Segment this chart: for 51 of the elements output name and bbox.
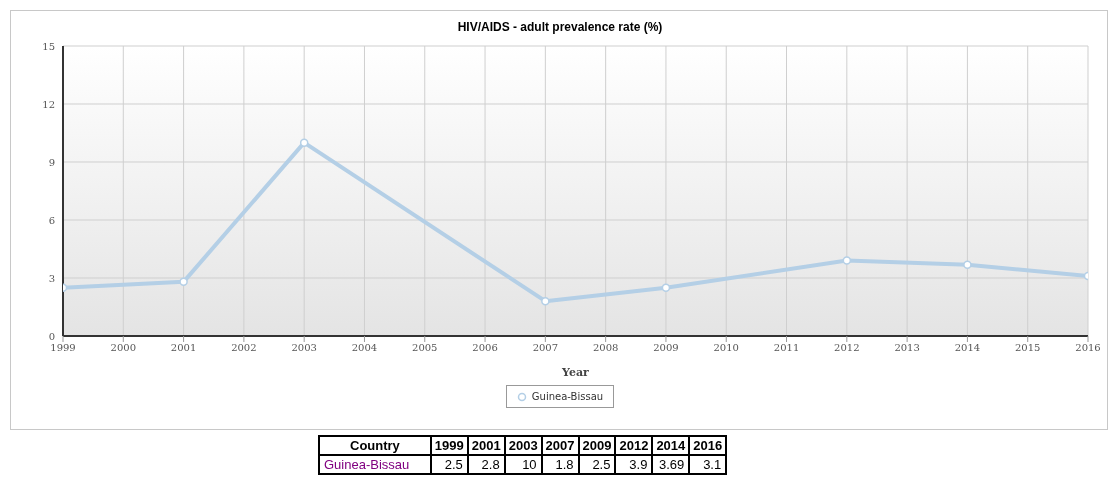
x-tick-label: 2004 <box>351 342 378 354</box>
x-tick-label: 2008 <box>592 342 619 354</box>
x-tick-label: 2000 <box>110 342 137 354</box>
text: 10 <box>504 455 542 474</box>
point <box>842 256 852 265</box>
x-tick-label: 1999 <box>50 342 76 354</box>
x-tick-label: 2015 <box>1014 342 1041 354</box>
y-tick-label: 3 <box>48 272 55 284</box>
text: 2014 <box>652 436 690 455</box>
y-tick-label: 9 <box>48 156 55 168</box>
x-tick-label: 2010 <box>713 342 739 354</box>
y-tick-label: 12 <box>42 98 55 110</box>
x-tick-label: 2005 <box>412 342 438 354</box>
x-tick-label: 2009 <box>653 342 679 354</box>
text: 2009 <box>578 436 616 455</box>
text: Guinea-Bissau <box>319 455 431 474</box>
point <box>541 296 550 306</box>
x-tick-label: 2012 <box>834 342 860 354</box>
text: 2001 <box>467 436 505 455</box>
text: 2007 <box>541 436 579 455</box>
x-tick-label: 2001 <box>170 342 197 354</box>
y-tick-label: 6 <box>48 214 55 226</box>
text: 2.8 <box>467 455 505 474</box>
text: 2.5 <box>578 455 616 474</box>
text: 2003 <box>504 436 542 455</box>
x-tick-label: 2002 <box>231 342 257 354</box>
x-tick-label: 2016 <box>1075 342 1101 354</box>
y-tick-label: 0 <box>48 330 55 342</box>
text: Country <box>319 436 431 455</box>
text: 2012 <box>615 436 653 455</box>
text: 3.69 <box>652 455 690 474</box>
x-axis-title: Year <box>561 366 590 379</box>
point <box>661 283 671 292</box>
x-tick-label: 2011 <box>773 342 800 354</box>
text: 1999 <box>430 436 468 455</box>
x-tick-label: 2007 <box>532 342 559 354</box>
x-tick-label: 2014 <box>954 342 981 354</box>
text: 3.1 <box>689 455 727 474</box>
text: 3.9 <box>615 455 653 474</box>
text: 1.8 <box>541 455 579 474</box>
x-tick-label: 2013 <box>894 342 920 354</box>
text: 2.5 <box>430 455 468 474</box>
point <box>179 277 188 287</box>
point <box>963 260 972 269</box>
text: 2016 <box>689 436 727 455</box>
x-tick-label: 2006 <box>472 342 498 354</box>
chart-title: HIV/AIDS - adult prevalence rate (%) <box>456 20 664 34</box>
legend-label: Guinea-Bissau <box>531 391 604 402</box>
point <box>299 138 309 147</box>
x-tick-label: 2003 <box>291 342 317 354</box>
y-tick-label: 15 <box>42 40 55 52</box>
